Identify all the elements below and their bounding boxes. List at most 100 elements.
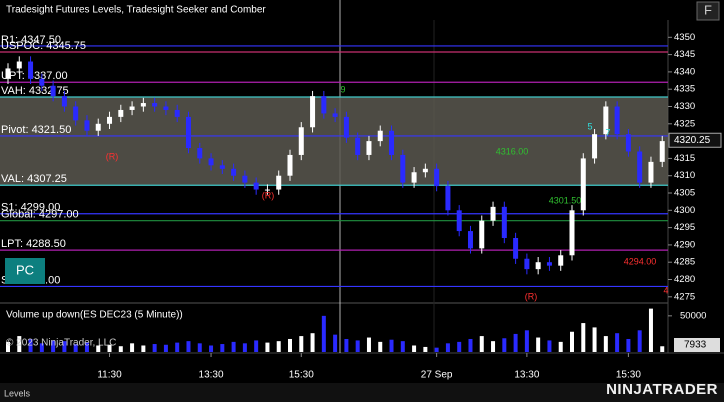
candle-body <box>366 141 372 155</box>
annotation: (R) <box>106 151 119 161</box>
volume-bar <box>107 344 112 352</box>
annotation: 4294.00 <box>624 256 657 266</box>
x-tick-label: 27 Sep <box>421 370 453 381</box>
candle-body <box>61 96 67 107</box>
volume-bar <box>231 341 236 352</box>
level-label: S1: 4299.00 <box>1 202 60 214</box>
candle-body <box>107 116 113 124</box>
chart-title: Tradesight Futures Levels, Tradesight Se… <box>6 5 266 16</box>
volume-bar <box>17 336 22 352</box>
volume-bar <box>491 341 496 352</box>
y-tick-label: 4305 <box>674 188 695 199</box>
y-tick-label: 4290 <box>674 239 695 250</box>
y-tick-label: 4350 <box>674 32 695 43</box>
x-tick-label: 13:30 <box>514 370 539 381</box>
level-label: Global: 4297.00 <box>1 209 79 221</box>
y-tick-label: 4275 <box>674 291 695 302</box>
volume-bar <box>118 346 123 352</box>
level-label: VAL: 4307.25 <box>1 173 67 185</box>
annotation: 4316.00 <box>496 146 529 156</box>
candle-body <box>524 258 530 270</box>
volume-bar <box>637 330 642 352</box>
candle-body <box>163 106 169 110</box>
volume-bar <box>513 333 518 352</box>
level-label: UPT: 4337.00 <box>1 70 68 82</box>
pc-badge-label[interactable]: PC <box>16 262 34 277</box>
candle-body <box>355 137 361 155</box>
logo: NINJATRADER <box>606 381 718 398</box>
volume-bar <box>299 336 304 352</box>
level-label: VAH: 4332.75 <box>1 85 69 97</box>
candle-body <box>28 61 34 79</box>
copyright: © 2023 NinjaTrader, LLC <box>6 338 116 349</box>
annotation: 4301.50 <box>549 195 582 205</box>
candle-body <box>422 168 428 173</box>
candle-body <box>501 206 507 238</box>
f-button[interactable] <box>696 1 720 21</box>
x-tick-label: 15:30 <box>616 370 641 381</box>
candle-body <box>434 168 440 187</box>
tab[interactable]: Levels <box>4 388 31 398</box>
candle-body <box>287 154 293 176</box>
volume-bar <box>209 345 214 352</box>
candle-body <box>174 109 180 117</box>
volume-bar <box>310 333 315 352</box>
volume-bar <box>547 340 552 352</box>
pc-badge[interactable] <box>5 258 45 284</box>
y-tick-label: 4330 <box>674 101 695 112</box>
candle-body <box>580 158 586 211</box>
candle-body <box>558 255 564 266</box>
volume-bar <box>276 341 281 352</box>
candle-body <box>208 158 214 166</box>
candle-body <box>332 113 338 117</box>
volume-bar <box>265 342 270 352</box>
candle-body <box>377 130 383 142</box>
volume-bar <box>333 334 338 352</box>
candle-body <box>614 106 620 135</box>
candle-body <box>242 175 248 183</box>
volume-bar <box>536 337 541 352</box>
volume-bar <box>581 323 586 352</box>
last-volume-label: 7933 <box>684 340 707 351</box>
candle-body <box>152 103 158 107</box>
candle-body <box>197 148 203 159</box>
volume-bar <box>321 315 326 352</box>
candle-body <box>95 123 101 131</box>
candle-body <box>456 210 462 232</box>
annotation: (R) <box>525 291 538 301</box>
volume-bar <box>84 342 89 352</box>
volume-bar <box>355 340 360 352</box>
volume-bar <box>73 344 78 352</box>
f-button-label[interactable]: F <box>704 2 712 17</box>
volume-bar <box>366 337 371 352</box>
candle-body <box>253 182 259 190</box>
volume-bar <box>468 338 473 352</box>
annotation: 4 <box>663 285 668 295</box>
candle-body <box>5 68 11 79</box>
candle-body <box>546 262 552 266</box>
tab-bar <box>0 383 724 402</box>
candle-body <box>648 161 654 183</box>
volume-bar <box>479 336 484 352</box>
volume-tick-label: 50000 <box>680 310 706 321</box>
candle-body <box>592 134 598 159</box>
level-label: USPOC: 4345.75 <box>1 40 86 52</box>
annotation: 7 <box>605 127 610 137</box>
volume-bar <box>197 343 202 352</box>
volume-bar <box>152 344 157 352</box>
volume-bar <box>130 343 135 352</box>
volume-bar <box>62 341 67 352</box>
candle-body <box>467 231 473 249</box>
volume-bar <box>558 341 563 352</box>
candle-body <box>185 116 191 149</box>
candle-body <box>569 210 575 256</box>
volume-bar <box>175 342 180 352</box>
y-tick-label: 4315 <box>674 153 695 164</box>
candle-body <box>16 61 22 69</box>
annotation: (R) <box>262 190 275 200</box>
volume-bar <box>28 338 33 352</box>
candle-body <box>479 220 485 249</box>
annotation: 9 <box>340 84 345 94</box>
volume-bar <box>434 347 439 352</box>
